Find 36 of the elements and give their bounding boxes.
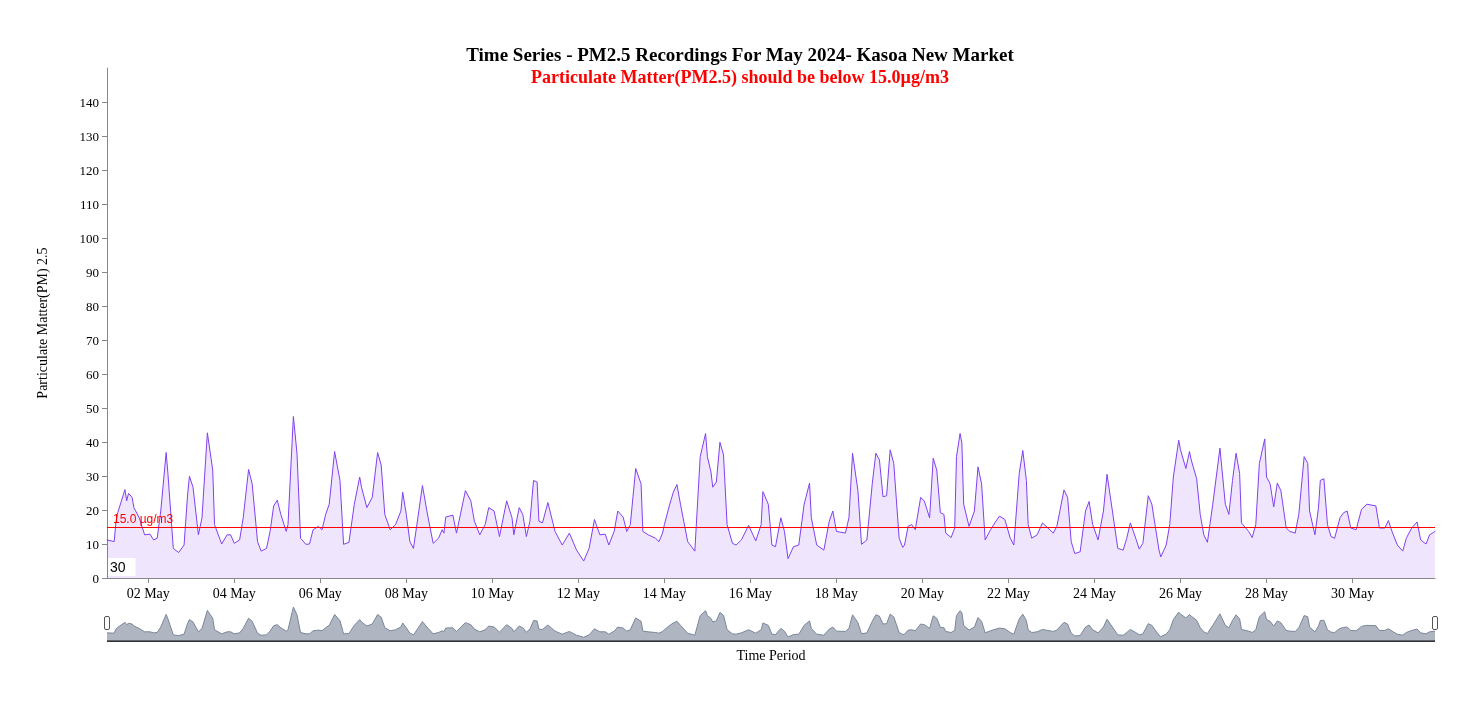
y-axis-title: Particulate Matter(PM) 2.5 xyxy=(34,247,51,399)
x-tick-label: 20 May xyxy=(900,585,945,601)
chart-title: Time Series - PM2.5 Recordings For May 2024- Kasoa New Market xyxy=(466,44,1015,65)
y-tick-label: 110 xyxy=(79,196,99,212)
x-tick-label: 04 May xyxy=(212,585,256,601)
y-tick-label: 60 xyxy=(86,366,99,382)
y-tick-label: 30 xyxy=(86,468,99,484)
x-tick-label: 28 May xyxy=(1244,585,1289,601)
y-tick-label: 50 xyxy=(86,400,99,416)
y-tick-label: 80 xyxy=(86,298,99,314)
x-tick-label: 22 May xyxy=(986,585,1031,601)
y-tick-label: 0 xyxy=(92,570,99,586)
y-tick-label: 90 xyxy=(86,264,99,280)
y-tick-label: 10 xyxy=(86,536,99,552)
annotation: 30 xyxy=(110,559,126,575)
x-tick-label: 30 May xyxy=(1330,585,1375,601)
y-tick-label: 100 xyxy=(79,230,99,246)
chart-subtitle: Particulate Matter(PM2.5) should be below 15.0µg/m3 xyxy=(531,67,949,88)
x-tick-label: 10 May xyxy=(470,585,514,601)
x-tick-label: 12 May xyxy=(556,585,600,601)
x-tick-label: 16 May xyxy=(728,585,772,601)
x-tick-label: 24 May xyxy=(1072,585,1117,601)
x-tick-label: 14 May xyxy=(642,585,686,601)
x-tick-label: 18 May xyxy=(814,585,858,601)
y-tick-label: 70 xyxy=(86,332,99,348)
y-tick-label: 120 xyxy=(79,162,99,178)
y-tick-label: 140 xyxy=(79,94,99,110)
x-tick-label: 06 May xyxy=(298,585,342,601)
x-tick-label: 26 May xyxy=(1158,585,1203,601)
y-tick-label: 130 xyxy=(79,128,99,144)
x-axis-title: Time Period xyxy=(736,647,806,663)
ref-line-label: 15.0 µg/m3 xyxy=(113,512,174,526)
x-tick-label: 02 May xyxy=(126,585,170,601)
y-tick-label: 40 xyxy=(86,434,99,450)
x-tick-label: 08 May xyxy=(384,585,428,601)
y-tick-label: 20 xyxy=(86,502,99,518)
